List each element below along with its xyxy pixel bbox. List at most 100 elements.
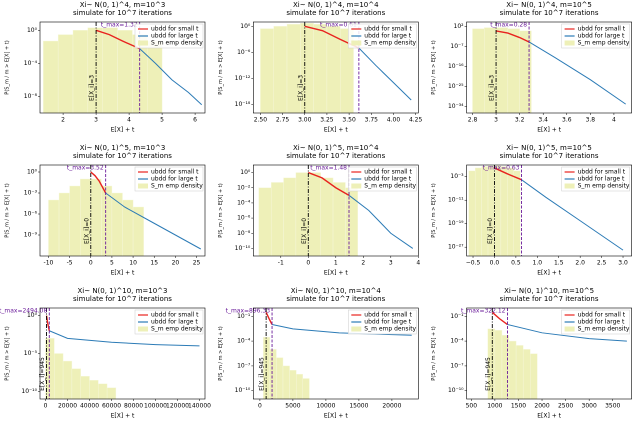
legend-label: ubdd for small t: [151, 26, 199, 33]
histogram-bar: [147, 40, 163, 113]
histogram-bar: [260, 28, 274, 113]
x-tick-label: 2.8: [468, 117, 478, 124]
histogram-bar: [72, 30, 89, 113]
plot-frame: [253, 307, 419, 400]
legend-label: S_m emp density: [151, 326, 203, 333]
y-tick-label: 10⁰: [27, 27, 38, 34]
chart-subtitle: simulate for 10^7 iterations: [500, 9, 599, 17]
x-tick-label: 6: [193, 117, 197, 124]
x-tick-label: 1.0: [533, 260, 543, 267]
histogram-bar: [500, 166, 508, 256]
x-tick-label: 20: [172, 260, 180, 267]
reference-label: E[X_i]=3: [297, 75, 304, 101]
chart-subtitle: simulate for 10^7 iterations: [73, 152, 172, 160]
histogram-bar: [308, 172, 321, 256]
y-tick-label: 10⁻⁴: [237, 338, 251, 345]
histogram-bar: [102, 27, 118, 113]
legend-label: ubdd for small t: [578, 169, 626, 176]
series-line: [507, 324, 627, 342]
reference-label: t_max=3.52: [67, 165, 104, 172]
chart-subtitle: simulate for 10^7 iterations: [286, 152, 385, 160]
plot-frame: [466, 164, 632, 257]
histogram-bar: [495, 27, 509, 113]
legend-label: ubdd for large t: [364, 33, 411, 40]
x-tick-label: 0.0: [490, 260, 500, 267]
chart-subtitle: simulate for 10^7 iterations: [73, 9, 172, 17]
plot: [468, 165, 624, 256]
x-tick-label: 2.50: [254, 117, 268, 124]
histogram-bar: [507, 167, 514, 256]
histogram-bar: [345, 187, 358, 256]
histogram-bar: [472, 28, 485, 113]
legend-swatch: [138, 40, 148, 46]
reference-label: t_max=0.63: [483, 165, 520, 172]
legend-label: S_m emp density: [151, 183, 203, 190]
legend-swatch: [564, 40, 575, 46]
series-line: [495, 30, 530, 43]
y-tick-label: 10⁻⁴: [237, 199, 251, 206]
histogram-bar: [468, 170, 476, 256]
reference-label: t_max=0.61: [320, 22, 357, 29]
reference-label: E[X_i]=945: [259, 357, 266, 391]
x-tick-label: 120000: [166, 403, 189, 410]
y-tick-label: 10⁻¹⁰: [448, 387, 464, 394]
y-tick-label: 10⁰: [240, 23, 251, 30]
reference-label: E[X_i]=0: [83, 218, 90, 244]
x-tick-label: -5: [67, 260, 73, 267]
y-axis-label: P(S_m / m > E[X] + t): [5, 183, 11, 237]
legend-label: ubdd for small t: [151, 169, 199, 176]
chart-title: Xi~ N(0, 1)^5, m=10^4: [293, 144, 379, 152]
x-tick-label: 0: [306, 260, 310, 267]
reference-label: t_max=0.28: [490, 22, 527, 29]
histogram-bar: [515, 345, 524, 399]
histogram-bar: [106, 387, 117, 399]
legend-label: ubdd for small t: [364, 26, 412, 33]
y-tick-label: 10⁻⁴: [24, 60, 38, 67]
legend-label: ubdd for large t: [578, 319, 625, 326]
x-tick-label: 2.75: [276, 117, 290, 124]
legend-label: S_m emp density: [151, 40, 203, 47]
x-tick-label: 2: [61, 117, 65, 124]
histogram-bar: [296, 373, 304, 399]
plot: [48, 171, 202, 256]
plot: [45, 315, 200, 399]
histogram-bar: [522, 349, 531, 399]
x-tick-label: 3: [494, 117, 498, 124]
histogram-bar: [507, 28, 520, 113]
x-tick-label: 2.5: [597, 260, 607, 267]
x-tick-label: 3.00: [298, 117, 312, 124]
x-tick-label: 3: [94, 117, 98, 124]
y-axis-label: P(S_m / m > E[X] + t): [218, 183, 224, 237]
histogram-bar: [313, 24, 328, 113]
x-tick-label: 5: [110, 260, 114, 267]
y-tick-label: 10⁻⁶: [237, 49, 251, 56]
legend-label: ubdd for small t: [364, 312, 412, 319]
x-tick-label: 20000: [58, 403, 77, 410]
x-tick-label: 0: [89, 260, 93, 267]
y-tick-label: 10⁻³: [24, 190, 38, 197]
plot-frame: [39, 21, 206, 114]
plot-frame: [466, 21, 632, 114]
x-tick-label: 25: [193, 260, 201, 267]
histogram-bar: [89, 380, 99, 399]
x-tick-label: 15: [150, 260, 158, 267]
x-tick-label: 2.0: [575, 260, 585, 267]
legend-swatch: [564, 326, 575, 332]
histogram-bar: [58, 192, 70, 256]
x-tick-label: 10: [129, 260, 137, 267]
series-line: [494, 167, 522, 181]
histogram-bar: [90, 178, 102, 256]
chart-title: Xi~ N(0, 1)^5, m=10^3: [80, 144, 166, 152]
chart-title: Xi~ N(0, 1)^4, m=10^5: [506, 1, 592, 9]
y-tick-label: 10⁰: [27, 169, 38, 176]
series-line: [521, 179, 624, 251]
x-axis-label: E[X] + t: [537, 413, 561, 420]
legend-label: S_m emp density: [578, 183, 630, 190]
legend-label: S_m emp density: [364, 183, 416, 190]
x-tick-label: 80000: [124, 403, 143, 410]
legend-label: ubdd for large t: [578, 33, 625, 40]
y-tick-label: 10⁻⁶: [237, 215, 251, 222]
reference-label: E[X_i]=3: [489, 75, 496, 101]
y-tick-label: 10⁻¹⁰: [235, 387, 251, 394]
